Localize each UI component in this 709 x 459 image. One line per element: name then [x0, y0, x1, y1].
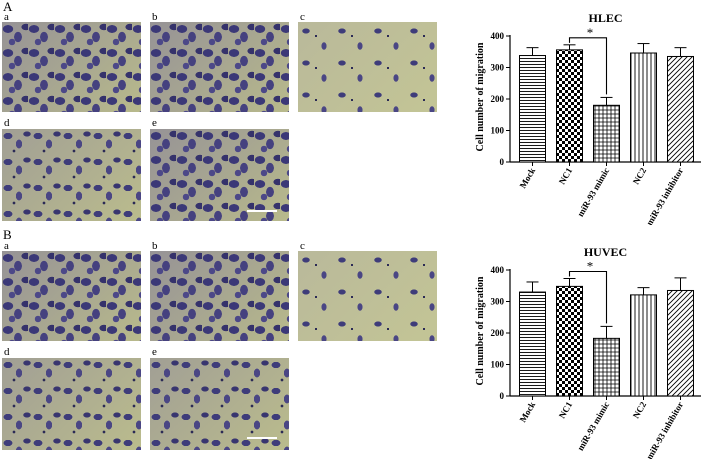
x-tick-label: miR-93 inhibitor [644, 400, 685, 459]
image-letter: c [300, 11, 305, 23]
y-tick-label: 400 [491, 31, 505, 41]
y-tick-label: 200 [491, 328, 505, 338]
y-tick-label: 0 [500, 391, 505, 401]
bar [630, 294, 657, 397]
y-tick-label: 400 [491, 265, 505, 275]
micrograph-image [150, 358, 289, 450]
y-tick-label: 0 [500, 157, 505, 167]
scale-bar [247, 437, 277, 439]
y-tick-label: 100 [491, 360, 505, 370]
micrograph-image [150, 22, 289, 112]
x-tick-label: Mock [518, 400, 538, 424]
image-letter: e [152, 346, 157, 358]
image-letter: e [152, 117, 157, 129]
image-letter: a [4, 240, 9, 252]
significance-label: * [587, 259, 594, 274]
x-tick-label: miR-93 mimic [575, 400, 611, 452]
micrograph-image [298, 251, 437, 341]
bar [556, 49, 583, 163]
bar [667, 289, 694, 397]
chart-title: HUVEC [584, 245, 627, 259]
micrograph-image [298, 22, 437, 112]
x-tick-label: miR-93 inhibitor [644, 166, 685, 225]
y-tick-label: 200 [491, 94, 505, 104]
micrograph-image [2, 251, 141, 341]
significance-label: * [587, 25, 594, 40]
significance-bracket [568, 270, 608, 324]
x-tick-label: miR-93 mimic [575, 166, 611, 218]
scale-bar [247, 210, 277, 212]
bar [519, 291, 546, 397]
micrograph-image [150, 129, 289, 221]
bar [630, 52, 657, 163]
image-letter: d [4, 346, 10, 358]
y-axis-label: Cell number of migration [475, 42, 486, 151]
x-tick-label: NC1 [557, 166, 575, 187]
y-tick-label: 300 [491, 297, 505, 307]
image-letter: d [4, 117, 10, 129]
bar [593, 104, 620, 163]
image-letter: b [152, 240, 158, 252]
micrograph-image [2, 358, 141, 450]
x-tick-label: Mock [518, 166, 538, 190]
significance-bracket [568, 37, 608, 95]
panel-letter-a: A [3, 0, 13, 14]
x-tick-label: NC2 [631, 166, 649, 187]
x-tick-label: NC1 [557, 400, 575, 421]
y-axis-label: Cell number of migration [475, 276, 486, 385]
x-tick-label: NC2 [631, 400, 649, 421]
image-letter: b [152, 11, 158, 23]
micrograph-image [2, 22, 141, 112]
micrograph-image [2, 129, 141, 221]
image-letter: a [4, 11, 9, 23]
bar [556, 285, 583, 397]
huvec-bar-chart: HUVEC Cell number of migration 0 100 200 300 4… [475, 245, 701, 459]
bar [667, 55, 694, 163]
bar [593, 337, 620, 397]
panel-letter-b: B [3, 227, 12, 242]
y-tick-label: 100 [491, 126, 505, 136]
chart-title: HLEC [588, 11, 622, 25]
hlec-bar-chart: HLEC Cell number of migration 0 100 200 300 40… [475, 11, 701, 225]
image-letter: c [300, 240, 305, 252]
y-tick-label: 300 [491, 63, 505, 73]
micrograph-image [150, 251, 289, 341]
bar [519, 55, 546, 163]
